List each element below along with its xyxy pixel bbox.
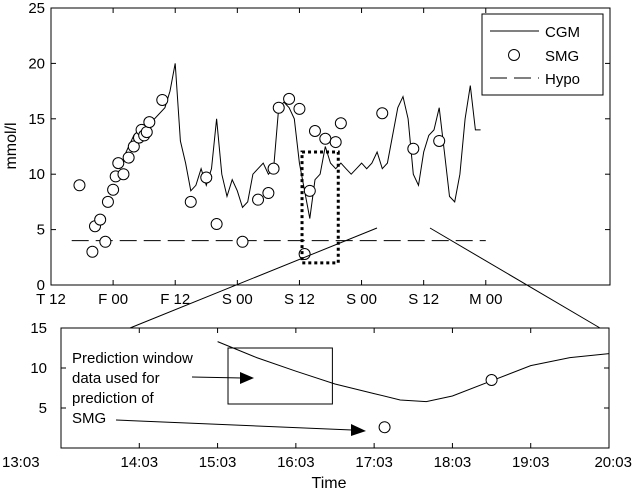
top-y-axis: 0 5 10 15 20 25 (28, 0, 610, 294)
annotation-arrow-window (191, 376, 243, 379)
bottom-y-tick-label: 15 (30, 320, 47, 337)
top-x-tick-label: S 12 (408, 291, 439, 308)
top-x-tick-label: S 00 (222, 291, 253, 308)
legend-cgm-label: CGM (545, 24, 580, 41)
top-y-tick-label: 25 (28, 0, 45, 17)
top-x-tick-label: F 12 (160, 291, 190, 308)
annotation-line-1: Prediction window (72, 350, 193, 367)
bottom-x-tick-label: 18:03 (434, 454, 472, 471)
zoom-connector-right (429, 227, 601, 329)
top-chart: 0 5 10 15 20 25 T 12 F 00 F 12 S 00 S 12 S 00 S 12 M… (3, 0, 611, 308)
bottom-x-axis: 13:03 14:03 15:03 16:03 17:03 18:03 19:03 20:03 (2, 328, 632, 471)
bottom-x-tick-label: 19:03 (512, 454, 550, 471)
smg-point (272, 101, 285, 114)
annotation-arrowhead-window (240, 372, 254, 384)
smg-point (107, 183, 120, 196)
bottom-chart: 5 10 15 13:03 14:03 15:03 16:03 17:03 18:03 19:0… (2, 320, 632, 492)
bottom-x-axis-label: Time (312, 475, 347, 492)
bottom-x-tick-label: 16:03 (277, 454, 315, 471)
zoom-connector-left (129, 227, 378, 329)
highlight-box (300, 150, 340, 265)
annotation-line-2: data used for (72, 370, 160, 387)
annotation: Prediction window data used for predicti… (72, 350, 366, 436)
smg-point (308, 124, 321, 137)
bottom-cgm-series (217, 341, 610, 403)
cgm-line (123, 63, 481, 219)
prediction-window-box (227, 347, 333, 405)
top-y-tick-label: 15 (28, 111, 45, 128)
bottom-y-tick-label: 5 (39, 400, 47, 417)
smg-point (267, 162, 280, 175)
top-y-tick-label: 5 (37, 222, 45, 239)
bottom-smg-series (378, 374, 498, 434)
smg-point (319, 132, 332, 145)
smg-point (376, 107, 389, 120)
bottom-x-tick-label: 20:03 (594, 454, 632, 471)
bottom-cgm-line (217, 341, 610, 403)
smg-point (303, 184, 316, 197)
top-x-tick-label: F 00 (98, 291, 128, 308)
smg-point (117, 168, 130, 181)
smg-point (334, 117, 347, 130)
legend: CGM SMG Hypo (481, 13, 604, 96)
smg-point (433, 134, 446, 147)
annotation-arrow-smg (115, 419, 353, 431)
bottom-y-axis: 5 10 15 (30, 320, 609, 417)
legend-hypo-label: Hypo (545, 71, 580, 88)
legend-smg-label: SMG (545, 48, 579, 65)
smg-point (112, 157, 125, 170)
bottom-plot-area (60, 327, 610, 449)
smg-point (407, 142, 420, 155)
cgm-series (123, 63, 481, 219)
smg-point (236, 235, 249, 248)
smg-point (210, 218, 223, 231)
smg-point (262, 187, 275, 200)
bottom-smg-point (485, 374, 498, 386)
bottom-x-tick-label: 14:03 (121, 454, 159, 471)
top-y-tick-label: 10 (28, 166, 45, 183)
smg-point (329, 136, 342, 149)
smg-point (283, 92, 296, 105)
bottom-x-tick-label: 15:03 (199, 454, 237, 471)
smg-point (184, 195, 197, 208)
smg-point (252, 193, 265, 206)
annotation-line-3: prediction of (72, 390, 155, 407)
smg-point (156, 93, 169, 106)
smg-point (200, 171, 213, 184)
bottom-smg-point (378, 421, 391, 434)
smg-point (122, 151, 135, 164)
top-x-tick-label: M 00 (469, 291, 502, 308)
smg-point (73, 179, 86, 192)
smg-point (94, 213, 107, 226)
smg-series (73, 92, 446, 260)
bottom-x-tick-label: 13:03 (2, 454, 40, 471)
smg-point (293, 102, 306, 115)
annotation-line-4: SMG (72, 410, 106, 427)
smg-point (86, 245, 99, 258)
smg-point (101, 195, 114, 208)
smg-point (127, 140, 140, 153)
smg-point (143, 116, 156, 129)
bottom-x-tick-label: 17:03 (355, 454, 393, 471)
top-y-tick-label: 20 (28, 55, 45, 72)
annotation-arrowhead-smg (351, 424, 366, 436)
highlight-box-rect (300, 150, 340, 265)
top-y-tick-label: 0 (37, 277, 45, 294)
smg-point (140, 126, 153, 139)
prediction-window-rect (227, 347, 333, 405)
top-x-tick-label: S 12 (284, 291, 315, 308)
top-x-axis: T 12 F 00 F 12 S 00 S 12 S 00 S 12 M 00 (36, 8, 502, 308)
top-y-axis-label: mmol/l (3, 122, 20, 169)
top-x-tick-label: S 00 (346, 291, 377, 308)
legend-smg-swatch (508, 49, 520, 61)
top-x-tick-label: T 12 (36, 291, 66, 308)
smg-point (99, 235, 112, 248)
legend-frame (481, 13, 604, 96)
bottom-y-tick-label: 10 (30, 360, 47, 377)
